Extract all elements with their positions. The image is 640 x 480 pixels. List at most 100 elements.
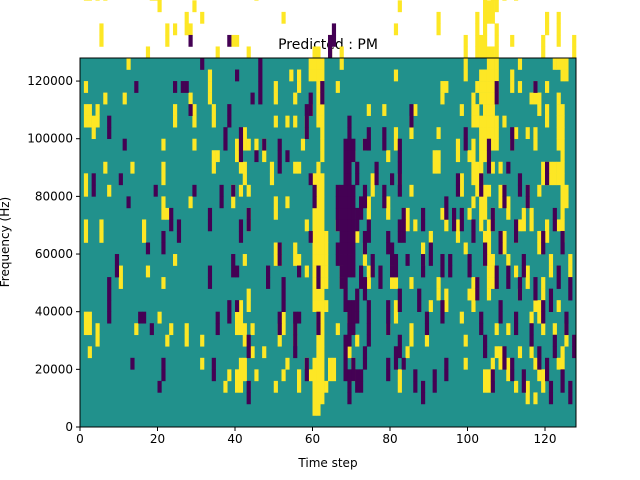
heatmap-cell-high: [316, 115, 321, 128]
heatmap-cell-high: [91, 115, 96, 128]
heatmap-cell-high: [459, 104, 464, 116]
heatmap-cell-high: [475, 104, 480, 116]
heatmap-cell-high: [320, 288, 325, 301]
heatmap-cell-high: [184, 334, 189, 347]
heatmap-cell-high: [548, 265, 554, 278]
heatmap-cell-high: [87, 311, 92, 324]
heatmap-cell-high: [316, 230, 321, 243]
heatmap-cell-high: [312, 219, 317, 232]
heatmap-cell-high: [556, 58, 561, 70]
heatmap-cell-low: [122, 138, 127, 151]
heatmap-cell-low: [548, 300, 554, 312]
heatmap-cell-high: [312, 207, 317, 220]
heatmap-cell-high: [494, 0, 499, 13]
heatmap-cell-low: [331, 34, 337, 47]
y-tick-label: 100000: [27, 132, 73, 146]
heatmap-cell-high: [514, 380, 519, 393]
heatmap-cell-low: [510, 138, 515, 151]
heatmap-cell-high: [246, 138, 251, 151]
heatmap-cell-high: [235, 34, 240, 47]
heatmap-cell-high: [490, 138, 495, 151]
heatmap-cell-low: [452, 219, 457, 232]
heatmap-cell-low: [339, 242, 344, 255]
heatmap-cell-high: [490, 92, 495, 105]
heatmap-cell-high: [161, 207, 166, 220]
heatmap-cell-low: [572, 346, 577, 359]
heatmap-cell-low: [440, 254, 445, 266]
heatmap-cell-low: [347, 311, 352, 324]
heatmap-cell-high: [235, 380, 240, 393]
heatmap-cell-high: [409, 184, 414, 197]
heatmap-cell-low: [494, 265, 499, 278]
heatmap-cell-low: [351, 369, 356, 382]
heatmap-cell-low: [238, 230, 244, 243]
heatmap-cell-high: [238, 300, 244, 312]
heatmap-cell-high: [215, 46, 220, 59]
heatmap-cell-high: [246, 184, 251, 197]
heatmap-cell-low: [529, 323, 534, 336]
heatmap-cell-low: [328, 46, 333, 59]
heatmap-cell-low: [413, 380, 418, 393]
heatmap-cell-high: [386, 196, 391, 209]
heatmap-cell-high: [564, 334, 569, 347]
heatmap-cell-low: [374, 161, 379, 174]
heatmap-cell-low: [347, 242, 352, 255]
heatmap-cell-high: [200, 334, 205, 347]
heatmap-cell-high: [486, 115, 492, 128]
heatmap-cell-low: [304, 104, 309, 116]
heatmap-cell-high: [556, 161, 561, 174]
heatmap-cell-high: [316, 300, 321, 312]
heatmap-cell-low: [347, 207, 352, 220]
heatmap-cell-low: [347, 334, 352, 347]
heatmap-cell-high: [490, 58, 495, 70]
heatmap-cell-high: [273, 196, 278, 209]
heatmap-cell-high: [533, 300, 538, 312]
heatmap-cell-low: [223, 127, 228, 140]
heatmap-cell-high: [153, 0, 158, 1]
heatmap-cell-high: [537, 230, 542, 243]
heatmap-cell-low: [91, 173, 96, 186]
heatmap-cell-high: [556, 34, 561, 47]
heatmap-cell-high: [207, 92, 213, 105]
heatmap-cell-high: [235, 369, 240, 382]
heatmap-cell-high: [560, 104, 565, 116]
heatmap-cell-low: [382, 127, 387, 140]
heatmap-cell-high: [494, 127, 499, 140]
heatmap-cell-high: [556, 127, 561, 140]
heatmap-cell-high: [184, 23, 189, 36]
heatmap-cell-high: [130, 161, 135, 174]
heatmap-cell-low: [169, 207, 174, 220]
heatmap-cell-low: [475, 288, 480, 301]
heatmap-cell-high: [486, 288, 492, 301]
heatmap-cell-high: [486, 104, 492, 116]
heatmap-cell-high: [498, 196, 503, 209]
heatmap-cell-high: [355, 334, 360, 347]
heatmap-cell-high: [215, 150, 220, 163]
heatmap-cell-high: [483, 46, 488, 59]
heatmap-cell-high: [83, 219, 89, 232]
heatmap-cell-high: [99, 23, 104, 36]
heatmap-cell-high: [545, 219, 550, 232]
heatmap-cell-low: [91, 184, 96, 197]
heatmap-cell-low: [347, 380, 352, 393]
heatmap-cell-high: [227, 369, 232, 382]
heatmap-cell-low: [223, 138, 228, 151]
heatmap-cell-low: [502, 346, 507, 359]
heatmap-cell-low: [355, 219, 360, 232]
heatmap-cell-high: [475, 23, 480, 36]
heatmap-cell-low: [293, 346, 298, 359]
heatmap-cell-high: [211, 104, 216, 116]
heatmap-cell-high: [463, 334, 468, 347]
heatmap-cell-low: [335, 196, 340, 209]
heatmap-cell-high: [545, 11, 550, 24]
heatmap-cell-high: [514, 265, 519, 278]
heatmap-cell-high: [498, 357, 503, 370]
heatmap-cell-low: [343, 277, 348, 289]
heatmap-cell-low: [390, 254, 395, 266]
heatmap-cell-low: [207, 277, 213, 289]
y-tick-label: 0: [65, 420, 73, 434]
heatmap-cell-high: [483, 0, 488, 13]
heatmap-cell-high: [475, 115, 480, 128]
heatmap-cell-low: [424, 311, 430, 324]
heatmap-cell-high: [494, 323, 499, 336]
